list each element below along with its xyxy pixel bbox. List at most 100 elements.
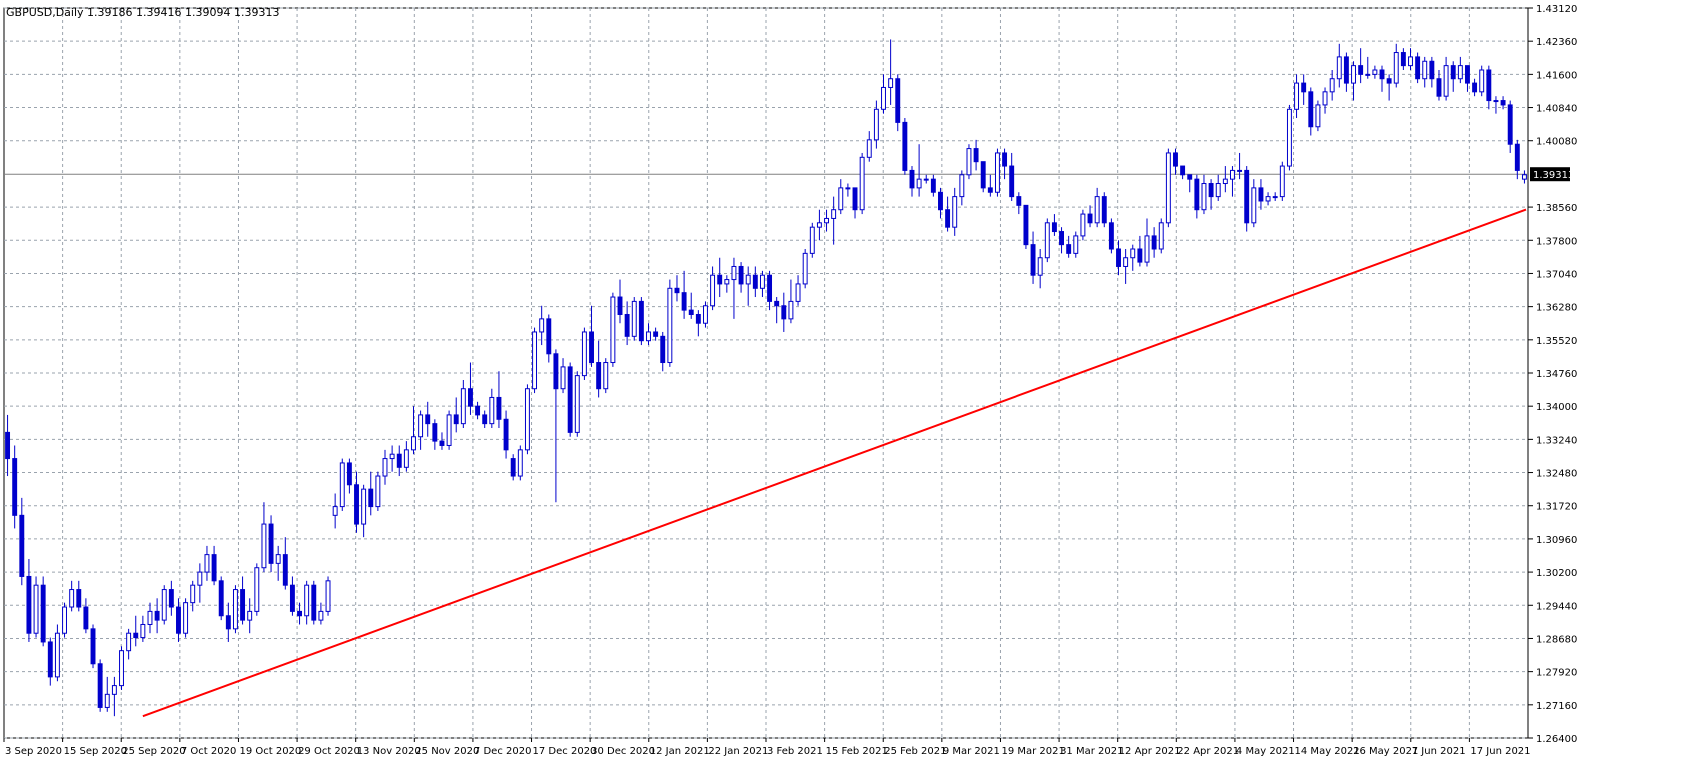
candle-body-bear	[1066, 244, 1072, 254]
candle-body-bull	[332, 506, 338, 516]
candle-body-bull	[646, 331, 651, 342]
candle-body-bull	[603, 362, 609, 390]
candle-body-bear	[1137, 248, 1143, 263]
candle-body-bear	[781, 305, 787, 320]
trendline-layer	[142, 208, 1527, 718]
candle-body-bull	[389, 453, 395, 460]
candle-body-bull	[710, 274, 716, 307]
candle-body-bear	[76, 589, 82, 608]
candle-body-bear	[1151, 235, 1157, 250]
candle-body-bear	[503, 418, 509, 451]
candle-body-bear	[774, 300, 780, 307]
candle-body-bear	[1415, 56, 1421, 80]
candle-body-bull	[788, 300, 794, 320]
candle-body-bear	[1486, 69, 1492, 102]
candle-body-bull	[1044, 222, 1050, 259]
candle-body-bull	[517, 449, 523, 477]
chart-grid	[3, 7, 1529, 739]
candle-body-bear	[1514, 143, 1520, 171]
candle-body-bull	[574, 375, 580, 433]
candle-body-bull	[631, 300, 637, 337]
candle-body-bear	[1258, 187, 1264, 202]
candle-body-bear	[40, 584, 46, 643]
x-tick-label: 29 Oct 2020	[298, 746, 360, 757]
candle-body-bear	[638, 300, 644, 342]
candle-body-bull	[489, 396, 495, 425]
x-tick-label: 15 Sep 2020	[64, 746, 127, 757]
candle-body-bear	[482, 414, 488, 425]
candle-body-bear	[1194, 178, 1200, 211]
candle-body-bull	[1329, 78, 1335, 93]
candle-body-bull	[966, 148, 972, 176]
candle-body-bull	[339, 462, 345, 508]
candle-body-bear	[467, 388, 473, 407]
candle-body-bull	[731, 265, 737, 281]
y-tick-label: 1.37800	[1536, 236, 1577, 247]
candle-body-bull	[1222, 178, 1228, 185]
candle-body-bear	[1051, 222, 1057, 233]
candle-body-bear	[1308, 91, 1314, 128]
y-tick-label: 1.27920	[1536, 668, 1577, 679]
candle-body-bear	[1343, 56, 1349, 84]
candle-body-bear	[973, 148, 979, 163]
candle-body-bull	[1073, 235, 1079, 254]
candle-body-bull	[795, 283, 801, 302]
candle-body-bull	[859, 156, 865, 211]
candle-body-bear	[354, 484, 359, 525]
candle-body-bull	[532, 331, 538, 390]
candle-body-bear	[895, 78, 901, 123]
y-tick-label: 1.27160	[1536, 701, 1577, 712]
candle-body-bull	[1279, 165, 1285, 198]
candle-body-bull	[204, 554, 210, 573]
candle-body-bear	[767, 274, 773, 302]
y-tick-label: 1.42360	[1536, 37, 1577, 48]
candle-body-bear	[909, 169, 915, 189]
y-tick-label: 1.37040	[1536, 269, 1577, 280]
candle-body-bull	[1265, 196, 1271, 202]
candle-body-bull	[1443, 65, 1449, 97]
candle-body-bear	[681, 292, 687, 311]
candle-body-bear	[1187, 174, 1193, 180]
candle-body-bull	[1229, 169, 1235, 180]
candle-body-bear	[695, 313, 701, 324]
candle-body-bear	[368, 488, 374, 508]
x-tick-label: 30 Dec 2020	[591, 746, 655, 757]
candle-body-bear	[289, 584, 295, 612]
candle-body-bull	[403, 449, 409, 468]
candle-body-bear	[1465, 65, 1470, 84]
x-tick-label: 9 Mar 2021	[943, 746, 1000, 757]
candle-body-bull	[304, 584, 310, 617]
candle-body-bull	[1094, 196, 1100, 224]
candle-body-bear	[902, 121, 908, 171]
candle-body-bear	[297, 610, 303, 617]
y-tick-label: 1.26400	[1536, 734, 1577, 745]
candle-body-bull	[54, 632, 60, 678]
candle-body-bear	[717, 274, 723, 285]
candle-body-bear	[980, 161, 986, 189]
candle-body-bull	[524, 388, 530, 451]
candle-body-bull	[361, 488, 367, 525]
candle-body-bear	[97, 663, 103, 708]
candle-body-bull	[1080, 213, 1086, 237]
candle-body-bull	[873, 108, 879, 141]
candle-body-bear	[1301, 82, 1307, 93]
x-tick-label: 7 Dec 2020	[474, 746, 532, 757]
candle-body-bear	[1059, 231, 1065, 246]
chart-title: GBPUSD,Daily 1.39186 1.39416 1.39094 1.3…	[6, 6, 279, 19]
candle-body-bull	[1408, 56, 1413, 67]
candle-body-bull	[161, 589, 167, 621]
candle-body-bear	[1244, 169, 1250, 224]
candle-body-bear	[133, 632, 139, 639]
candle-body-bear	[311, 584, 317, 621]
trendline[interactable]	[142, 208, 1527, 718]
candle-body-bear	[1009, 165, 1015, 198]
candle-body-bear	[5, 431, 11, 460]
candle-body-bear	[1180, 165, 1186, 176]
candle-body-bear	[660, 335, 666, 364]
x-tick-label: 31 Mar 2021	[1060, 746, 1123, 757]
candle-body-bull	[838, 187, 844, 211]
x-tick-label: 15 Feb 2021	[826, 746, 888, 757]
y-tick-label: 1.41600	[1536, 70, 1577, 81]
candle-body-bear	[90, 628, 96, 665]
